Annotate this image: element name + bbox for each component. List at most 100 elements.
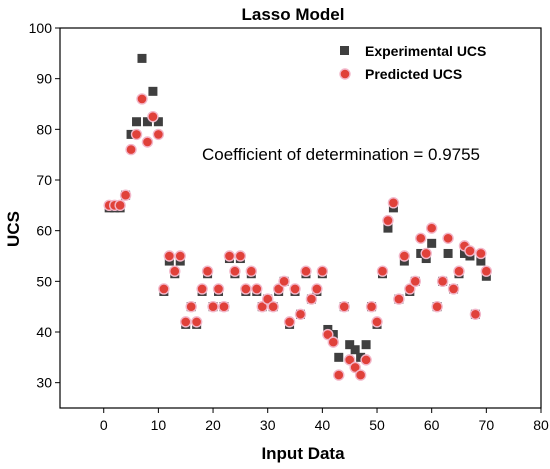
predicted-point <box>333 369 345 381</box>
predicted-point <box>201 265 214 277</box>
predicted-point <box>453 265 465 277</box>
predicted-point <box>398 250 411 262</box>
predicted-point <box>114 199 126 212</box>
predicted-point <box>393 293 405 305</box>
x-axis-label: Input Data <box>261 444 345 463</box>
experimental-point <box>350 345 360 355</box>
predicted-point <box>305 293 318 305</box>
predicted-point <box>251 283 263 295</box>
predicted-point <box>365 300 378 313</box>
x-tick-label: 50 <box>369 417 385 433</box>
x-tick-label: 10 <box>151 417 167 433</box>
predicted-point <box>360 354 372 366</box>
predicted-ucs-series <box>103 93 493 381</box>
experimental-point <box>334 352 344 362</box>
experimental-point <box>148 86 158 96</box>
predicted-point <box>447 283 460 295</box>
predicted-point <box>163 250 176 262</box>
predicted-point <box>382 214 394 227</box>
y-tick-label: 100 <box>29 20 53 36</box>
predicted-point <box>354 369 367 381</box>
experimental-point <box>137 53 147 63</box>
y-tick-label: 50 <box>36 273 52 289</box>
predicted-point <box>278 275 290 288</box>
predicted-point <box>442 232 454 244</box>
predicted-point <box>190 316 203 328</box>
legend-marker-predicted <box>339 68 351 80</box>
r2-annotation: Coefficient of determination = 0.9755 <box>202 145 480 164</box>
predicted-point <box>387 197 400 209</box>
predicted-point <box>431 300 443 313</box>
predicted-point <box>464 245 476 257</box>
x-tick-label: 80 <box>533 417 549 433</box>
y-axis-label: UCS <box>4 211 23 247</box>
predicted-point <box>376 265 389 277</box>
predicted-point <box>119 189 132 201</box>
experimental-point <box>383 223 393 233</box>
experimental-point <box>356 352 366 362</box>
experimental-point <box>427 238 437 248</box>
predicted-point <box>234 250 247 262</box>
experimental-point <box>153 117 163 127</box>
predicted-point <box>294 308 307 320</box>
predicted-point <box>240 283 252 295</box>
predicted-point <box>196 283 208 295</box>
y-tick-label: 80 <box>36 121 52 137</box>
predicted-point <box>185 300 197 313</box>
predicted-point <box>425 222 438 234</box>
predicted-point <box>480 265 493 277</box>
y-tick-label: 30 <box>36 375 52 391</box>
y-tick-label: 40 <box>36 324 52 340</box>
plot-frame <box>59 27 542 409</box>
predicted-point <box>130 128 143 141</box>
predicted-point <box>343 354 356 366</box>
predicted-point <box>218 300 230 313</box>
predicted-point <box>125 143 137 156</box>
predicted-point <box>469 308 482 320</box>
predicted-point <box>207 300 219 313</box>
experimental-point <box>361 340 371 350</box>
y-tick-label: 60 <box>36 223 52 239</box>
predicted-point <box>327 336 339 348</box>
legend-marker-experimental <box>340 46 349 55</box>
predicted-point <box>415 232 427 244</box>
predicted-point <box>136 93 148 105</box>
predicted-point <box>322 328 334 341</box>
predicted-point <box>311 283 323 295</box>
y-axis-ticks: 30 40 50 60 70 80 90 100 <box>29 20 60 391</box>
predicted-point <box>436 275 449 288</box>
x-tick-label: 0 <box>100 417 108 433</box>
predicted-point <box>371 316 383 328</box>
legend-label-experimental: Experimental UCS <box>365 43 486 59</box>
y-tick-label: 90 <box>36 71 52 87</box>
legend-label-predicted: Predicted UCS <box>365 66 462 82</box>
predicted-point <box>283 316 296 328</box>
x-tick-label: 40 <box>315 417 331 433</box>
predicted-point <box>349 361 361 374</box>
predicted-point <box>223 250 236 262</box>
predicted-point <box>420 247 432 260</box>
experimental-point <box>476 256 486 266</box>
predicted-point <box>262 293 274 305</box>
predicted-point <box>180 316 192 328</box>
predicted-point <box>152 128 165 141</box>
experimental-point <box>142 117 152 127</box>
experimental-point <box>345 340 355 350</box>
predicted-point <box>409 275 421 288</box>
experimental-point <box>459 248 469 258</box>
predicted-point <box>169 265 181 277</box>
y-tick-label: 70 <box>36 172 52 188</box>
predicted-point <box>300 265 312 277</box>
x-tick-label: 70 <box>479 417 495 433</box>
predicted-point <box>404 283 416 295</box>
predicted-point <box>174 250 186 262</box>
x-tick-label: 30 <box>260 417 276 433</box>
x-axis-ticks: 0 10 20 30 40 50 60 70 80 <box>100 408 549 433</box>
experimental-point <box>132 117 142 127</box>
predicted-point <box>289 283 301 295</box>
predicted-point <box>256 300 268 313</box>
predicted-point <box>272 283 285 295</box>
predicted-point <box>316 265 329 277</box>
